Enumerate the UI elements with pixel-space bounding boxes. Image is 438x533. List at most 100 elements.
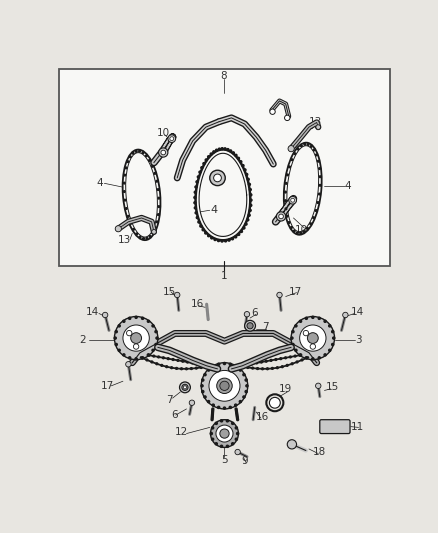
Circle shape: [156, 221, 158, 223]
Circle shape: [251, 363, 253, 365]
Circle shape: [157, 189, 159, 190]
Circle shape: [195, 212, 197, 214]
Circle shape: [237, 417, 238, 419]
Text: 10: 10: [157, 128, 170, 138]
Circle shape: [158, 356, 159, 358]
Circle shape: [205, 232, 207, 234]
Circle shape: [191, 362, 193, 364]
Circle shape: [202, 229, 204, 231]
Circle shape: [246, 173, 248, 175]
Text: 6: 6: [172, 410, 178, 420]
Circle shape: [300, 325, 326, 351]
Circle shape: [223, 362, 226, 365]
Circle shape: [212, 366, 214, 368]
Circle shape: [211, 419, 238, 447]
Circle shape: [292, 343, 294, 345]
Circle shape: [289, 166, 290, 168]
Circle shape: [319, 184, 321, 186]
Circle shape: [156, 180, 158, 182]
Circle shape: [154, 227, 156, 229]
Circle shape: [211, 419, 213, 421]
Circle shape: [291, 337, 293, 339]
Circle shape: [248, 183, 251, 185]
Circle shape: [134, 344, 139, 349]
Circle shape: [286, 365, 288, 366]
Circle shape: [213, 151, 215, 153]
Circle shape: [232, 443, 234, 445]
Circle shape: [129, 317, 131, 319]
Circle shape: [246, 364, 248, 366]
Circle shape: [152, 166, 153, 167]
Circle shape: [141, 317, 144, 319]
Circle shape: [208, 369, 210, 371]
Text: 2: 2: [79, 335, 86, 345]
Circle shape: [212, 408, 214, 410]
Text: 19: 19: [279, 384, 292, 394]
Circle shape: [285, 191, 286, 193]
Circle shape: [182, 384, 188, 391]
Circle shape: [245, 320, 255, 331]
Text: 10: 10: [295, 224, 308, 235]
Circle shape: [142, 152, 144, 154]
Circle shape: [239, 400, 241, 403]
Circle shape: [152, 325, 154, 327]
Circle shape: [247, 322, 253, 329]
Circle shape: [280, 358, 282, 360]
Circle shape: [227, 149, 229, 151]
Circle shape: [291, 363, 293, 365]
Circle shape: [243, 396, 245, 398]
Circle shape: [310, 223, 311, 224]
Circle shape: [184, 386, 187, 389]
Circle shape: [130, 156, 131, 158]
Circle shape: [141, 357, 144, 359]
Circle shape: [158, 206, 160, 207]
Circle shape: [158, 197, 160, 199]
Circle shape: [299, 354, 301, 356]
Circle shape: [291, 159, 293, 160]
Circle shape: [194, 191, 196, 193]
Circle shape: [243, 227, 245, 229]
Circle shape: [285, 357, 286, 359]
Circle shape: [124, 174, 126, 176]
Circle shape: [204, 396, 206, 398]
Circle shape: [269, 398, 280, 408]
Circle shape: [300, 354, 302, 356]
Circle shape: [285, 208, 287, 209]
Circle shape: [235, 154, 237, 156]
Circle shape: [307, 228, 308, 229]
Circle shape: [276, 367, 278, 369]
Text: 14: 14: [350, 307, 364, 317]
Circle shape: [315, 383, 321, 389]
Circle shape: [237, 157, 240, 159]
Circle shape: [208, 400, 210, 403]
Circle shape: [240, 230, 243, 232]
Circle shape: [180, 368, 183, 370]
Circle shape: [194, 207, 196, 209]
Circle shape: [237, 432, 239, 434]
Circle shape: [236, 411, 237, 413]
Circle shape: [124, 182, 125, 184]
Circle shape: [275, 359, 277, 360]
Text: 3: 3: [355, 335, 362, 345]
Circle shape: [226, 445, 229, 447]
Circle shape: [220, 445, 223, 447]
Circle shape: [200, 367, 202, 368]
Circle shape: [200, 225, 202, 227]
Bar: [60, 69, 389, 265]
Circle shape: [232, 152, 234, 154]
Circle shape: [201, 363, 248, 409]
Circle shape: [148, 354, 150, 356]
Circle shape: [170, 137, 174, 141]
Circle shape: [303, 231, 305, 232]
Circle shape: [315, 209, 317, 212]
Circle shape: [242, 366, 244, 368]
Circle shape: [210, 432, 212, 434]
Circle shape: [208, 235, 210, 237]
Circle shape: [124, 191, 125, 192]
Circle shape: [219, 148, 220, 150]
Circle shape: [218, 406, 220, 408]
Circle shape: [317, 201, 319, 204]
Circle shape: [212, 427, 214, 429]
Circle shape: [171, 367, 173, 369]
Circle shape: [288, 146, 294, 152]
